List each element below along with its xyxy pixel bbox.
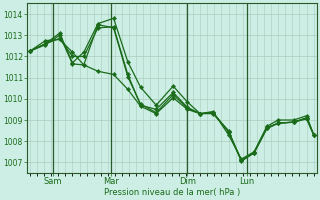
- X-axis label: Pression niveau de la mer( hPa ): Pression niveau de la mer( hPa ): [104, 188, 240, 197]
